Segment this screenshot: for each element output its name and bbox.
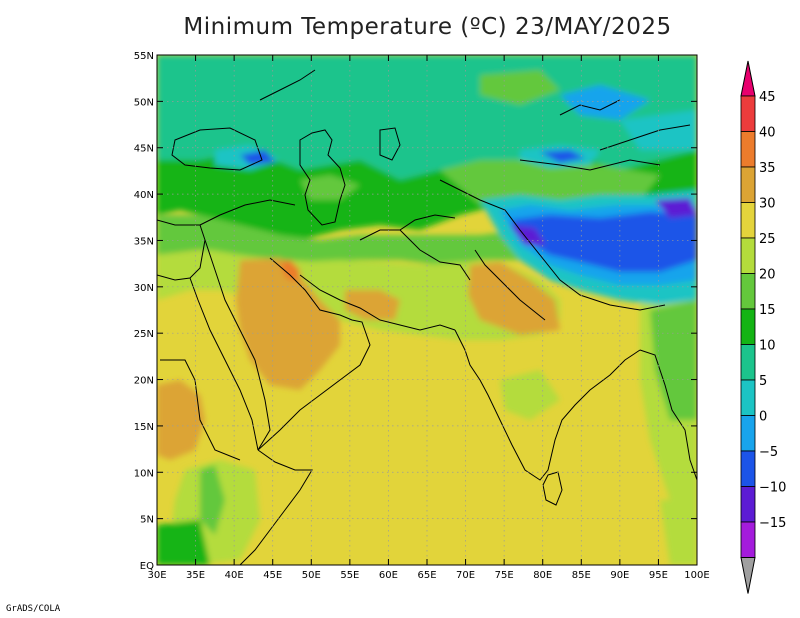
lat-tick-label: 20N — [134, 376, 154, 387]
colorbar-label: 10 — [759, 339, 776, 354]
colorbar-swatch — [740, 166, 756, 203]
lat-tick-label: 45N — [134, 144, 154, 155]
colorbar-under-arrow — [740, 557, 756, 594]
colorbar-label: 35 — [759, 161, 776, 176]
colorbar-label: 40 — [759, 126, 776, 141]
colorbar-swatch — [740, 344, 756, 381]
lon-tick-label: 60E — [379, 570, 398, 581]
colorbar-swatch — [740, 308, 756, 345]
colorbar-label: −5 — [759, 445, 778, 460]
lat-tick-label: EQ — [140, 561, 154, 572]
colorbar-label: 25 — [759, 232, 776, 247]
colorbar-label: 30 — [759, 197, 776, 212]
lat-tick-label: 25N — [134, 329, 154, 340]
lon-tick-label: 85E — [572, 570, 591, 581]
colorbar-label: 15 — [759, 303, 776, 318]
map-title: Minimum Temperature (ºC) 23/MAY/2025 — [183, 14, 672, 40]
colorbar-over-arrow — [740, 60, 756, 97]
lat-tick-label: 5N — [140, 515, 154, 526]
lon-tick-label: 70E — [456, 570, 475, 581]
colorbar-swatch — [740, 202, 756, 239]
lon-tick-label: 65E — [417, 570, 436, 581]
lon-tick-label: 40E — [225, 570, 244, 581]
colorbar-swatch — [740, 521, 756, 558]
lon-tick-label: 45E — [263, 570, 282, 581]
lat-tick-label: 10N — [134, 468, 154, 479]
colorbar-label: 5 — [759, 374, 767, 389]
colorbar-swatch — [740, 273, 756, 310]
colorbar-label: 20 — [759, 268, 776, 283]
colorbar: 45 40 35 30 25 20 15 10 5 0 −5 −10 −15 — [740, 60, 786, 594]
colorbar-swatch — [740, 379, 756, 416]
lat-tick-label: 30N — [134, 283, 154, 294]
lat-tick-label: 40N — [134, 190, 154, 201]
colorbar-label: 0 — [759, 410, 767, 425]
lon-tick-label: 80E — [533, 570, 552, 581]
lon-tick-label: 50E — [302, 570, 321, 581]
lon-tick-label: 30E — [147, 570, 166, 581]
colorbar-label: −15 — [759, 516, 786, 531]
colorbar-swatch — [740, 450, 756, 487]
axes: 30E 35E 40E 45E 50E 55E 60E 65E 70E 75E 80E 85E 90E 9… — [134, 51, 710, 581]
lon-tick-label: 75E — [495, 570, 514, 581]
lon-tick-label: 95E — [649, 570, 668, 581]
colorbar-swatch — [740, 486, 756, 523]
colorbar-label: 45 — [759, 90, 776, 105]
colorbar-swatch — [740, 237, 756, 274]
colorbar-swatch — [740, 415, 756, 452]
lon-tick-label: 100E — [684, 570, 709, 581]
lat-tick-label: 50N — [134, 97, 154, 108]
lat-tick-label: 55N — [134, 51, 154, 62]
colorbar-label: −10 — [759, 481, 786, 496]
colorbar-swatch — [740, 131, 756, 168]
colorbar-swatch — [740, 95, 756, 132]
lon-tick-label: 90E — [610, 570, 629, 581]
lon-tick-label: 35E — [186, 570, 205, 581]
lat-tick-label: 35N — [134, 236, 154, 247]
lat-tick-label: 15N — [134, 422, 154, 433]
graticule — [157, 55, 697, 565]
lon-tick-label: 55E — [340, 570, 359, 581]
credit-label: GrADS/COLA — [6, 604, 61, 614]
